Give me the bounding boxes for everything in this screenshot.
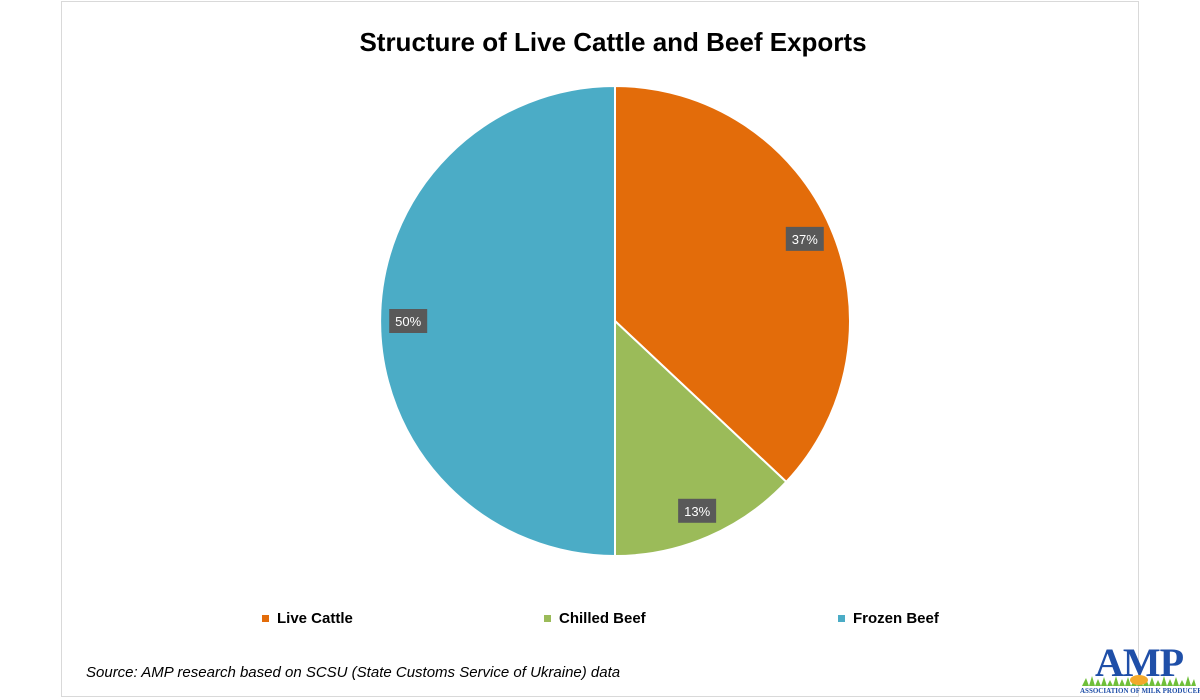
data-label-text: 37%	[792, 232, 818, 247]
data-label-box	[678, 498, 717, 523]
legend-item-chilled-beef: Chilled Beef	[544, 608, 646, 628]
chart-title: Structure of Live Cattle and Beef Export…	[359, 27, 867, 57]
pie-slice-live-cattle	[614, 84, 851, 484]
data-label-box	[389, 309, 428, 333]
legend-swatch-chilled-beef	[544, 614, 551, 622]
legend-label-live-cattle: Live Cattle	[277, 609, 353, 627]
data-label-live-cattle: 37%	[785, 226, 824, 251]
data-label-chilled-beef: 13%	[678, 498, 717, 523]
pie-slice-chilled-beef	[614, 318, 788, 558]
legend-label-frozen-beef: Frozen Beef	[853, 609, 939, 627]
pie-slice-frozen-beef	[379, 84, 616, 558]
data-label-frozen-beef: 50%	[389, 309, 428, 333]
data-label-box	[785, 226, 824, 251]
logo-subtitle: ASSOCIATION OF MILK PRODUCERS	[1080, 687, 1200, 695]
logo-grass-icon	[1082, 675, 1196, 686]
legend-swatch-live-cattle	[262, 614, 269, 622]
data-label-text: 13%	[684, 504, 710, 519]
legend-swatch-frozen-beef	[838, 614, 845, 622]
legend-item-frozen-beef: Frozen Beef	[838, 608, 939, 628]
chart-legend: Live Cattle Chilled Beef Frozen Beef	[0, 608, 1200, 630]
source-note: Source: AMP research based on SCSU (Stat…	[86, 664, 621, 681]
data-label-text: 50%	[395, 314, 421, 329]
legend-item-live-cattle: Live Cattle	[262, 608, 353, 628]
legend-label-chilled-beef: Chilled Beef	[559, 609, 646, 627]
amp-logo: AMP ASSOCIATION OF MILK PRODUCERS	[1080, 640, 1200, 698]
